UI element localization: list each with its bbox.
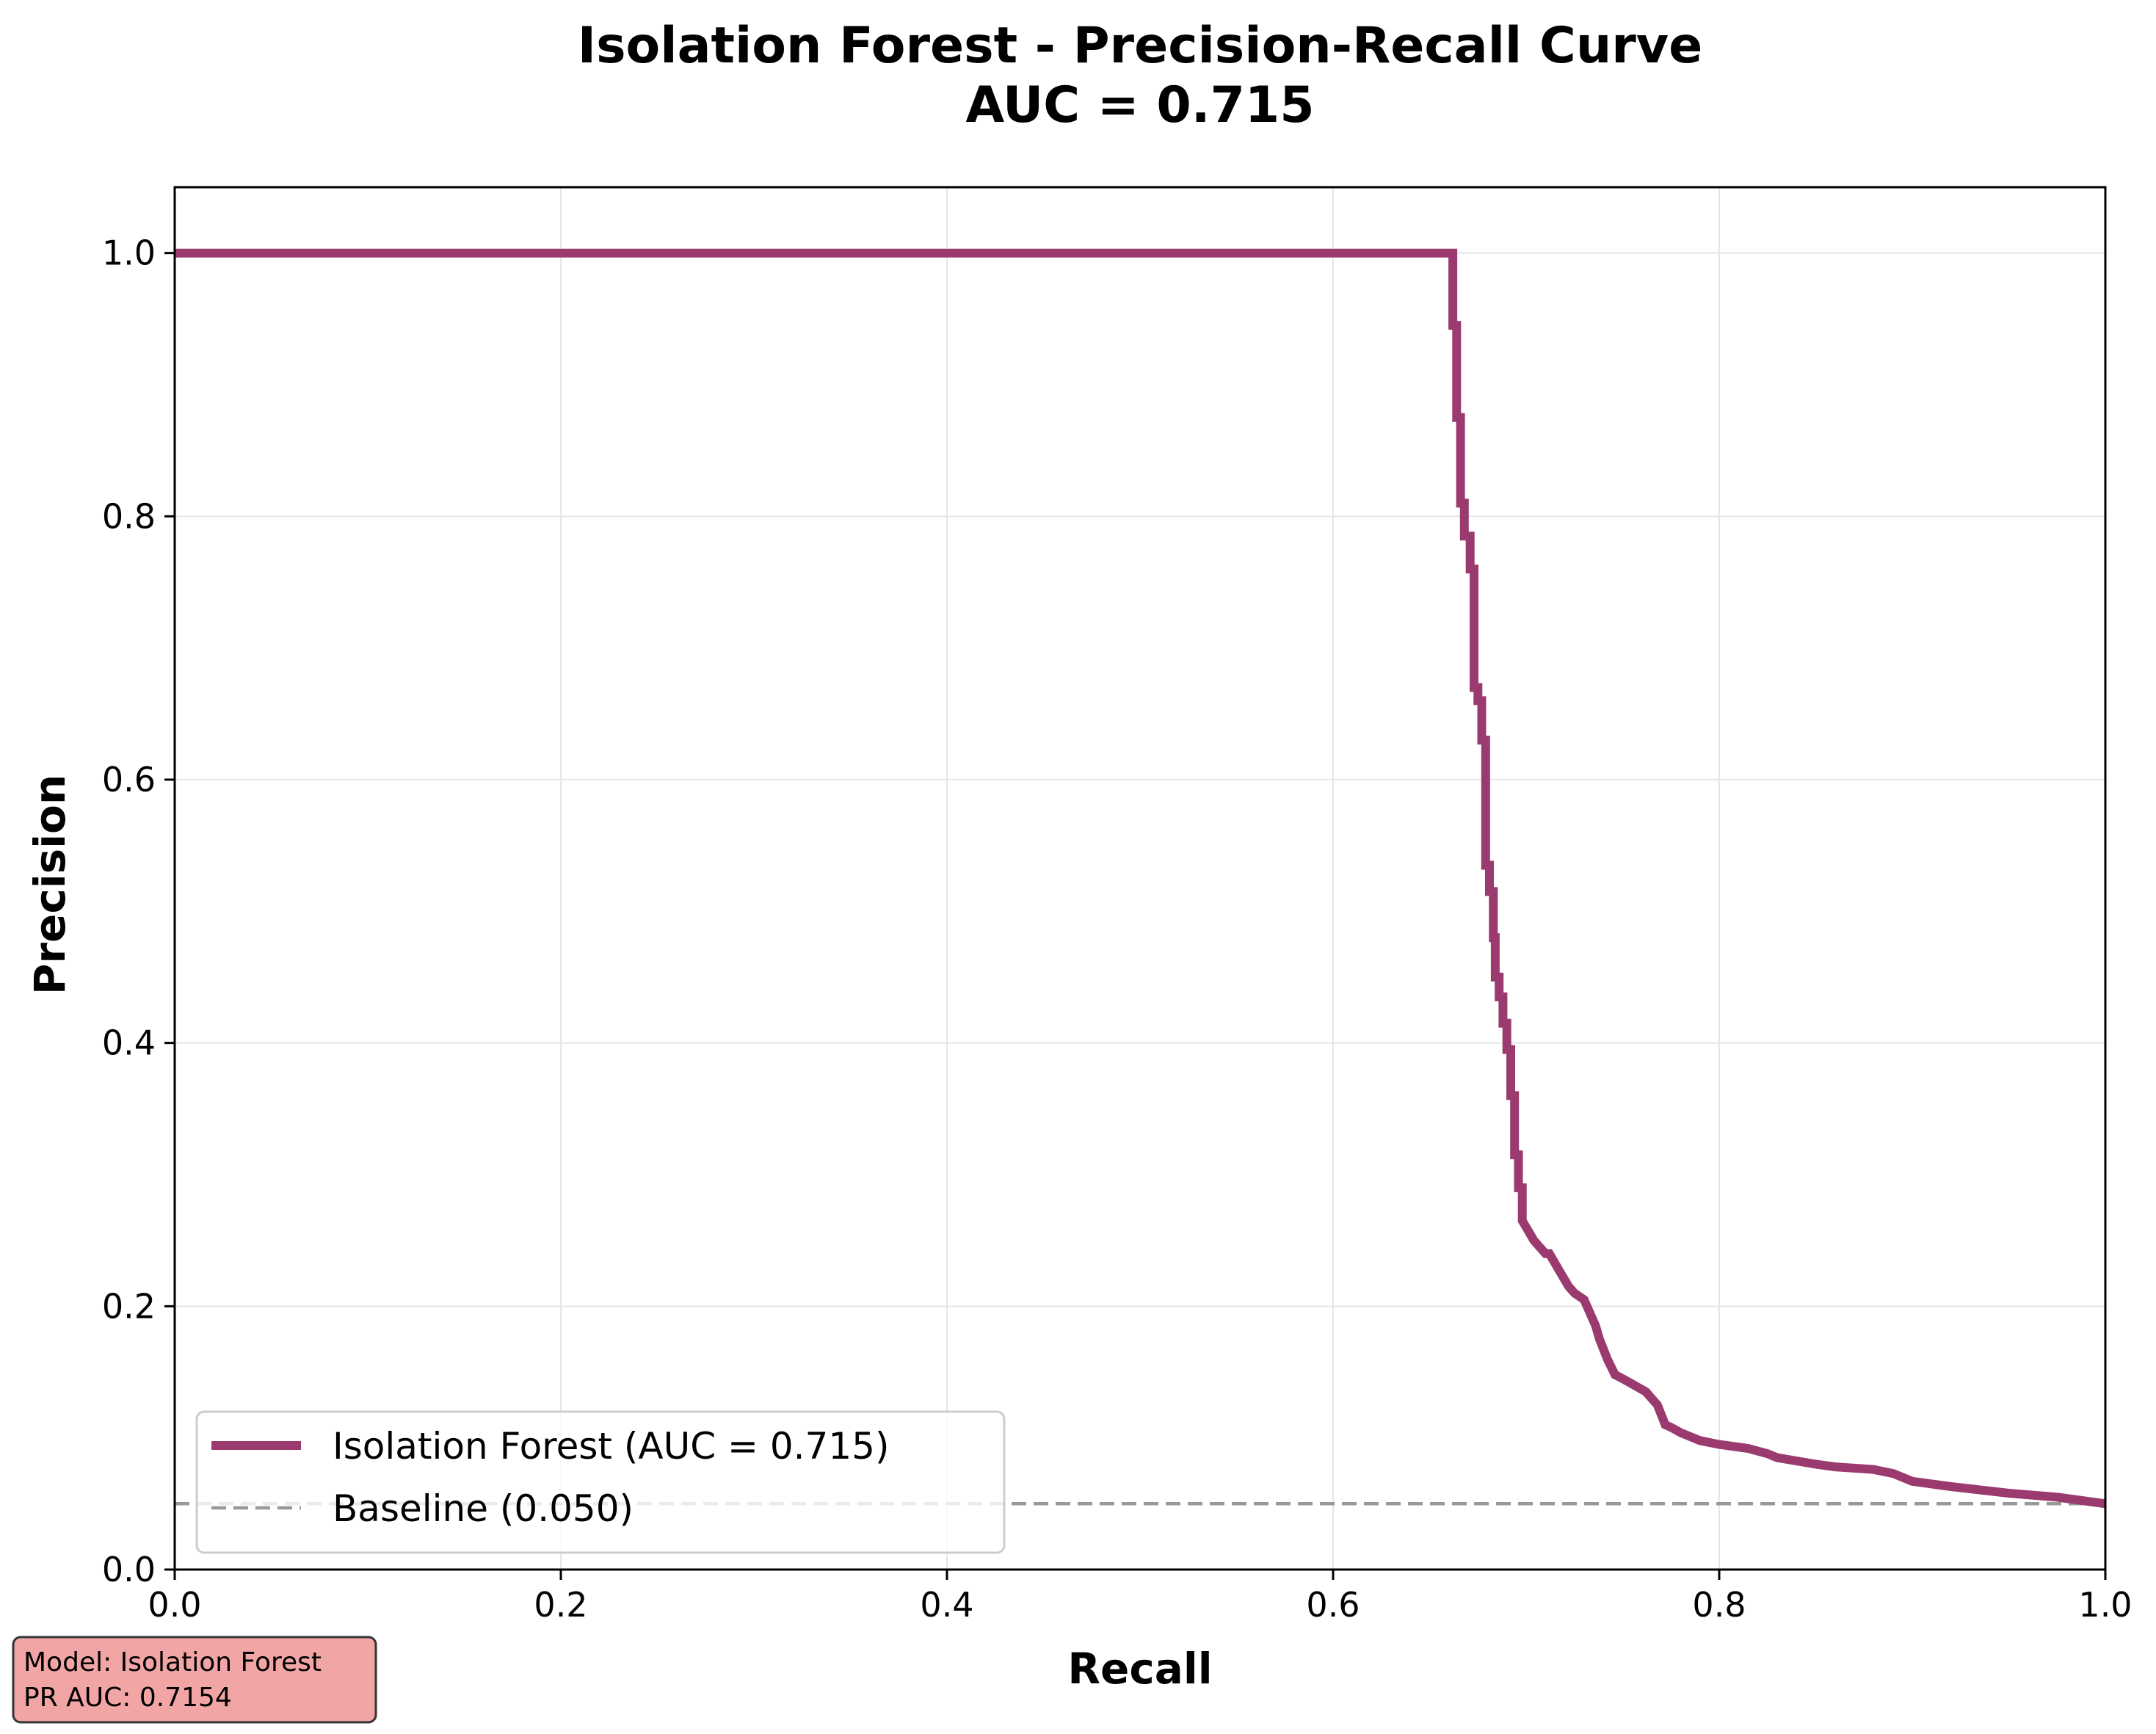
y-tick-label: 0.0: [102, 1550, 156, 1589]
chart-title: Isolation Forest - Precision-Recall Curv…: [578, 17, 1702, 75]
chart-subtitle: AUC = 0.715: [965, 76, 1314, 134]
x-tick-label: 0.4: [920, 1585, 973, 1625]
x-axis-label: Recall: [1067, 1644, 1212, 1694]
x-tick-label: 0.6: [1306, 1585, 1360, 1625]
y-tick-label: 1.0: [102, 233, 156, 273]
legend-label-isolation-forest: Isolation Forest (AUC = 0.715): [333, 1425, 889, 1468]
info-box: Model: Isolation Forest PR AUC: 0.7154: [12, 1636, 377, 1724]
info-model-text: Model: Isolation Forest: [23, 1647, 322, 1677]
x-tick-label: 0.8: [1692, 1585, 1746, 1625]
x-tick-label: 0.0: [148, 1585, 201, 1625]
y-tick-label: 0.2: [102, 1286, 156, 1326]
y-tick-label: 0.8: [102, 496, 156, 536]
series-layer: [175, 248, 2106, 1509]
x-tick-label: 0.2: [534, 1585, 587, 1625]
grid: [174, 187, 2106, 1570]
ticks: 0.0 0.2 0.4 0.6 0.8 1.0 0.0 0.2 0.4 0.6 0.8 1.0: [102, 233, 2133, 1625]
plot-frame: [173, 186, 2107, 1571]
y-axis-label: Precision: [25, 775, 75, 995]
y-tick-label: 0.4: [102, 1023, 156, 1063]
x-tick-label: 1.0: [2078, 1585, 2132, 1625]
y-tick-label: 0.6: [102, 760, 156, 799]
info-auc-text: PR AUC: 0.7154: [23, 1683, 232, 1713]
legend: Isolation Forest (AUC = 0.715) Baseline …: [195, 1410, 1006, 1554]
legend-label-baseline: Baseline (0.050): [333, 1487, 634, 1530]
info-box-background: [12, 1636, 377, 1724]
isolation-forest-curve: [175, 248, 2106, 1509]
legend-box: [195, 1410, 1006, 1554]
